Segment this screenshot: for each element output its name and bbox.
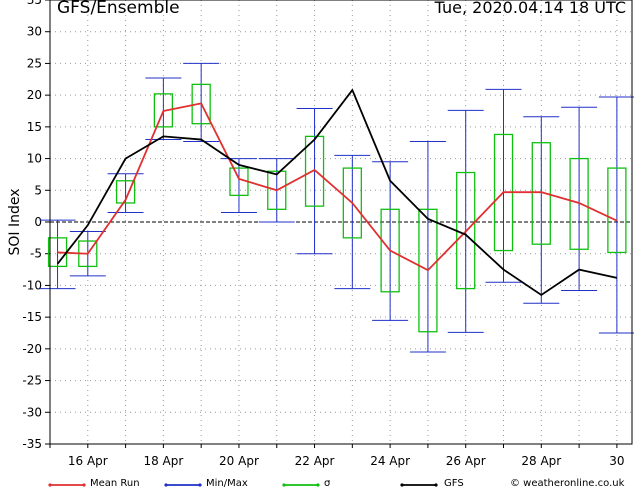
x-tick-label: 26 Apr — [446, 454, 486, 468]
run-timestamp: Tue, 2020.04.14 18 UTC — [434, 0, 626, 17]
legend-label-mean-run: Mean Run — [90, 478, 140, 489]
legend-label-gfs: GFS — [444, 478, 464, 489]
y-tick-label: 30 — [27, 25, 42, 39]
y-tick-label: 10 — [27, 152, 42, 166]
sigma-box — [380, 208, 400, 293]
y-tick-label: 5 — [34, 183, 42, 197]
grid — [49, 0, 632, 444]
y-tick-label: -20 — [22, 342, 42, 356]
chart-title: GFS/Ensemble — [57, 0, 180, 18]
x-tick-label: 22 Apr — [295, 454, 335, 468]
legend-swatch-mean-run-end — [82, 483, 86, 487]
legend-swatch-min-max-end — [198, 483, 202, 487]
legend-swatch-mean-run-end — [48, 483, 52, 487]
y-tick-label: 35 — [27, 0, 42, 7]
x-tick-label: 24 Apr — [370, 454, 410, 468]
legend-swatch-gfs-end — [400, 483, 404, 487]
legend-swatch-min-max-end — [164, 483, 168, 487]
sigma-series — [47, 83, 627, 333]
y-tick-label: -30 — [22, 405, 42, 419]
line-series — [56, 88, 618, 297]
sigma-box — [342, 167, 362, 239]
y-tick-label: 20 — [27, 88, 42, 102]
legend-label-sigma: σ — [324, 478, 331, 489]
sigma-box — [607, 167, 627, 254]
x-tick-label: 28 Apr — [521, 454, 561, 468]
min-max-series — [39, 62, 634, 353]
x-tick-label: 18 Apr — [143, 454, 183, 468]
y-tick-label: -10 — [22, 278, 42, 292]
plot-frame — [49, 0, 633, 445]
x-tick-label: 20 Apr — [219, 454, 259, 468]
y-axis-label: SOI Index — [7, 188, 23, 256]
sigma-box — [531, 142, 551, 245]
sigma-box — [569, 157, 589, 250]
sigma-box — [418, 208, 438, 333]
y-tick-label: -5 — [30, 247, 42, 261]
sigma-box — [153, 93, 174, 128]
gfs-line — [56, 88, 618, 297]
y-tick-label: 25 — [27, 56, 42, 70]
x-tick-label: 30 — [609, 454, 624, 468]
y-tick-label: -35 — [22, 437, 42, 451]
y-tick-label: -25 — [22, 374, 42, 388]
legend — [48, 483, 438, 487]
x-tick-label: 16 Apr — [68, 454, 108, 468]
legend-swatch-sigma-end — [316, 483, 320, 487]
legend-swatch-sigma-end — [282, 483, 286, 487]
credit: © weatheronline.co.uk — [510, 478, 625, 489]
mean-run-line — [57, 102, 618, 272]
sigma-box — [267, 170, 287, 210]
sigma-box — [304, 135, 325, 207]
y-axis: -35 -30 -25 -20 -15 -10 -5 0 5 10 15 20 25 30 35 — [22, 0, 50, 451]
legend-swatch-gfs-end — [434, 483, 438, 487]
y-tick-label: 15 — [27, 120, 42, 134]
x-axis: 16 Apr 18 Apr 20 Apr 22 Apr 24 Apr 26 Apr 28 A… — [49, 444, 625, 468]
sigma-box — [115, 180, 136, 204]
sigma-box — [191, 83, 211, 125]
y-tick-label: 0 — [34, 215, 42, 229]
y-tick-label: -15 — [22, 310, 42, 324]
legend-label-min-max: Min/Max — [206, 478, 248, 489]
